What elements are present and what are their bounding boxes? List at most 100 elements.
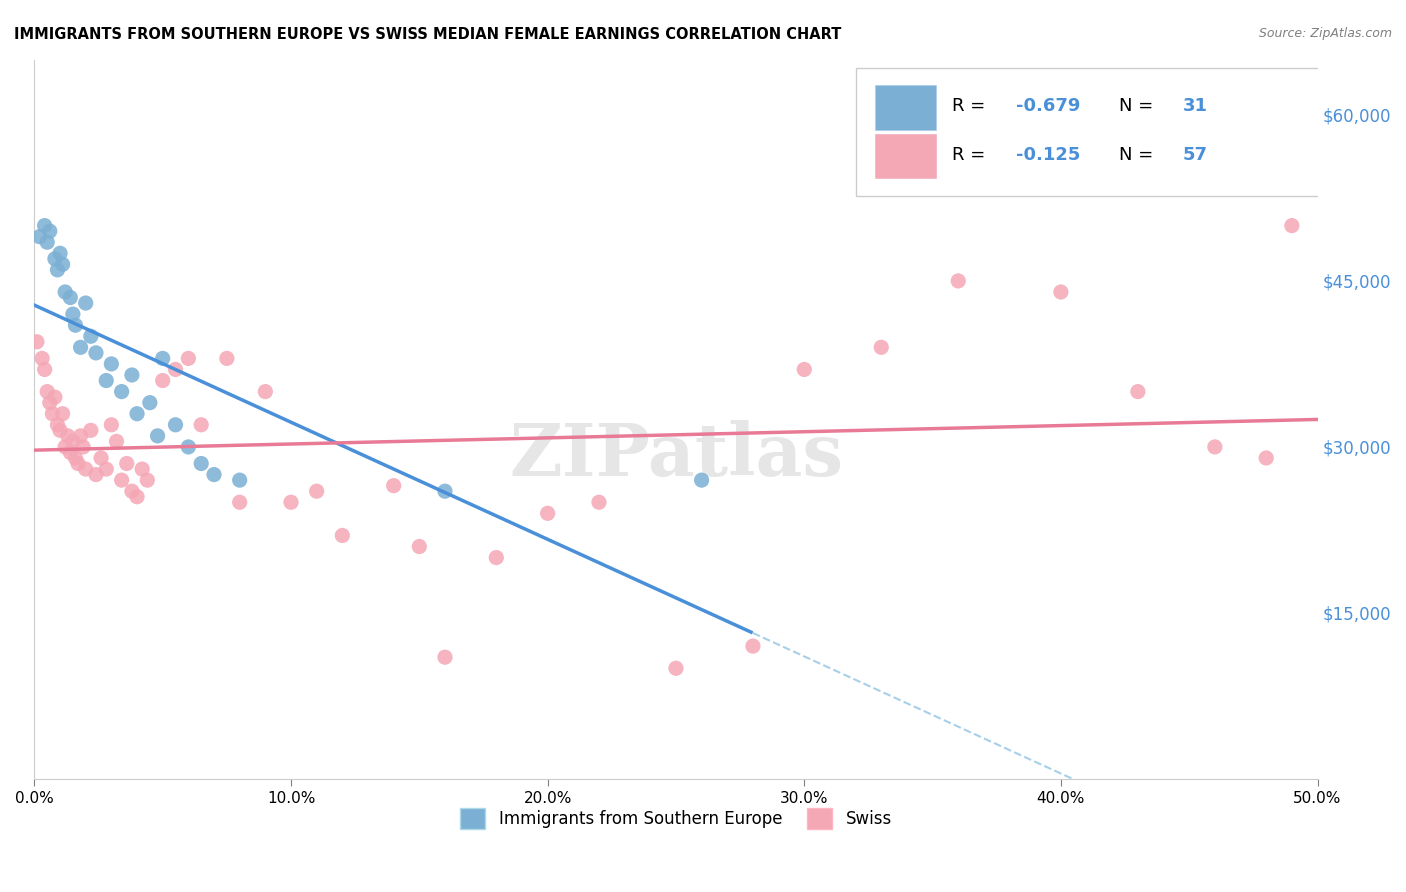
Point bbox=[80, 423, 103, 437]
Point bbox=[34, 362, 56, 376]
Point bbox=[53, 440, 76, 454]
Point bbox=[38, 395, 60, 409]
Point bbox=[34, 219, 56, 233]
Point bbox=[131, 462, 153, 476]
Point bbox=[75, 462, 97, 476]
Point bbox=[72, 440, 94, 454]
Point bbox=[96, 462, 118, 476]
Point bbox=[100, 417, 122, 432]
Text: -0.679: -0.679 bbox=[1017, 97, 1080, 115]
Point bbox=[177, 351, 200, 366]
Point bbox=[742, 639, 765, 653]
Point bbox=[25, 334, 48, 349]
Text: N =: N = bbox=[1119, 97, 1159, 115]
Point bbox=[152, 351, 174, 366]
Point bbox=[121, 484, 143, 499]
Point bbox=[46, 263, 69, 277]
Point bbox=[37, 235, 59, 250]
Point bbox=[111, 473, 134, 487]
Point bbox=[62, 307, 84, 321]
Point bbox=[111, 384, 134, 399]
Point bbox=[165, 362, 187, 376]
FancyBboxPatch shape bbox=[875, 86, 936, 130]
Text: Source: ZipAtlas.com: Source: ZipAtlas.com bbox=[1258, 27, 1392, 40]
Text: 57: 57 bbox=[1182, 146, 1208, 164]
Point bbox=[62, 434, 84, 449]
Point bbox=[56, 429, 79, 443]
Point bbox=[96, 374, 118, 388]
Point bbox=[690, 473, 713, 487]
Point bbox=[28, 229, 51, 244]
Point bbox=[152, 374, 174, 388]
Point bbox=[588, 495, 610, 509]
Point bbox=[75, 296, 97, 310]
Text: 31: 31 bbox=[1182, 97, 1208, 115]
Point bbox=[44, 390, 66, 404]
Point bbox=[433, 484, 456, 499]
Point bbox=[485, 550, 508, 565]
Point bbox=[1050, 285, 1073, 299]
Point bbox=[84, 346, 107, 360]
Point bbox=[146, 429, 169, 443]
Point bbox=[37, 384, 59, 399]
Point bbox=[100, 357, 122, 371]
Point bbox=[136, 473, 159, 487]
Text: IMMIGRANTS FROM SOUTHERN EUROPE VS SWISS MEDIAN FEMALE EARNINGS CORRELATION CHAR: IMMIGRANTS FROM SOUTHERN EUROPE VS SWISS… bbox=[14, 27, 841, 42]
Point bbox=[408, 540, 430, 554]
Point bbox=[280, 495, 302, 509]
Text: R =: R = bbox=[952, 146, 991, 164]
Text: N =: N = bbox=[1119, 146, 1159, 164]
Point bbox=[165, 417, 187, 432]
Point bbox=[254, 384, 277, 399]
Point bbox=[105, 434, 128, 449]
FancyBboxPatch shape bbox=[875, 134, 936, 178]
Point bbox=[125, 490, 148, 504]
Point bbox=[46, 417, 69, 432]
Point bbox=[177, 440, 200, 454]
Point bbox=[870, 340, 893, 354]
Point bbox=[190, 457, 212, 471]
Point bbox=[53, 285, 76, 299]
Legend: Immigrants from Southern Europe, Swiss: Immigrants from Southern Europe, Swiss bbox=[454, 802, 898, 835]
Point bbox=[52, 257, 75, 271]
Point bbox=[84, 467, 107, 482]
Point bbox=[228, 495, 250, 509]
FancyBboxPatch shape bbox=[856, 68, 1337, 196]
Point bbox=[49, 246, 72, 260]
Point bbox=[59, 445, 82, 459]
Point bbox=[228, 473, 250, 487]
Point bbox=[52, 407, 75, 421]
Point bbox=[31, 351, 53, 366]
Point bbox=[115, 457, 138, 471]
Text: R =: R = bbox=[952, 97, 991, 115]
Point bbox=[49, 423, 72, 437]
Point bbox=[90, 450, 112, 465]
Text: -0.125: -0.125 bbox=[1017, 146, 1080, 164]
Point bbox=[69, 429, 91, 443]
Point bbox=[41, 407, 63, 421]
Point bbox=[536, 506, 558, 520]
Point bbox=[948, 274, 970, 288]
Point bbox=[59, 291, 82, 305]
Text: ZIPatlas: ZIPatlas bbox=[509, 420, 844, 491]
Point bbox=[215, 351, 238, 366]
Point bbox=[65, 318, 87, 333]
Point bbox=[665, 661, 688, 675]
Point bbox=[382, 478, 405, 492]
Point bbox=[66, 457, 89, 471]
Point bbox=[1126, 384, 1149, 399]
Point bbox=[125, 407, 148, 421]
Point bbox=[69, 340, 91, 354]
Point bbox=[1204, 440, 1226, 454]
Point bbox=[793, 362, 815, 376]
Point bbox=[80, 329, 103, 343]
Point bbox=[1281, 219, 1303, 233]
Point bbox=[305, 484, 328, 499]
Point bbox=[139, 395, 162, 409]
Point bbox=[65, 450, 87, 465]
Point bbox=[190, 417, 212, 432]
Point bbox=[433, 650, 456, 665]
Point bbox=[44, 252, 66, 266]
Point bbox=[38, 224, 60, 238]
Point bbox=[202, 467, 225, 482]
